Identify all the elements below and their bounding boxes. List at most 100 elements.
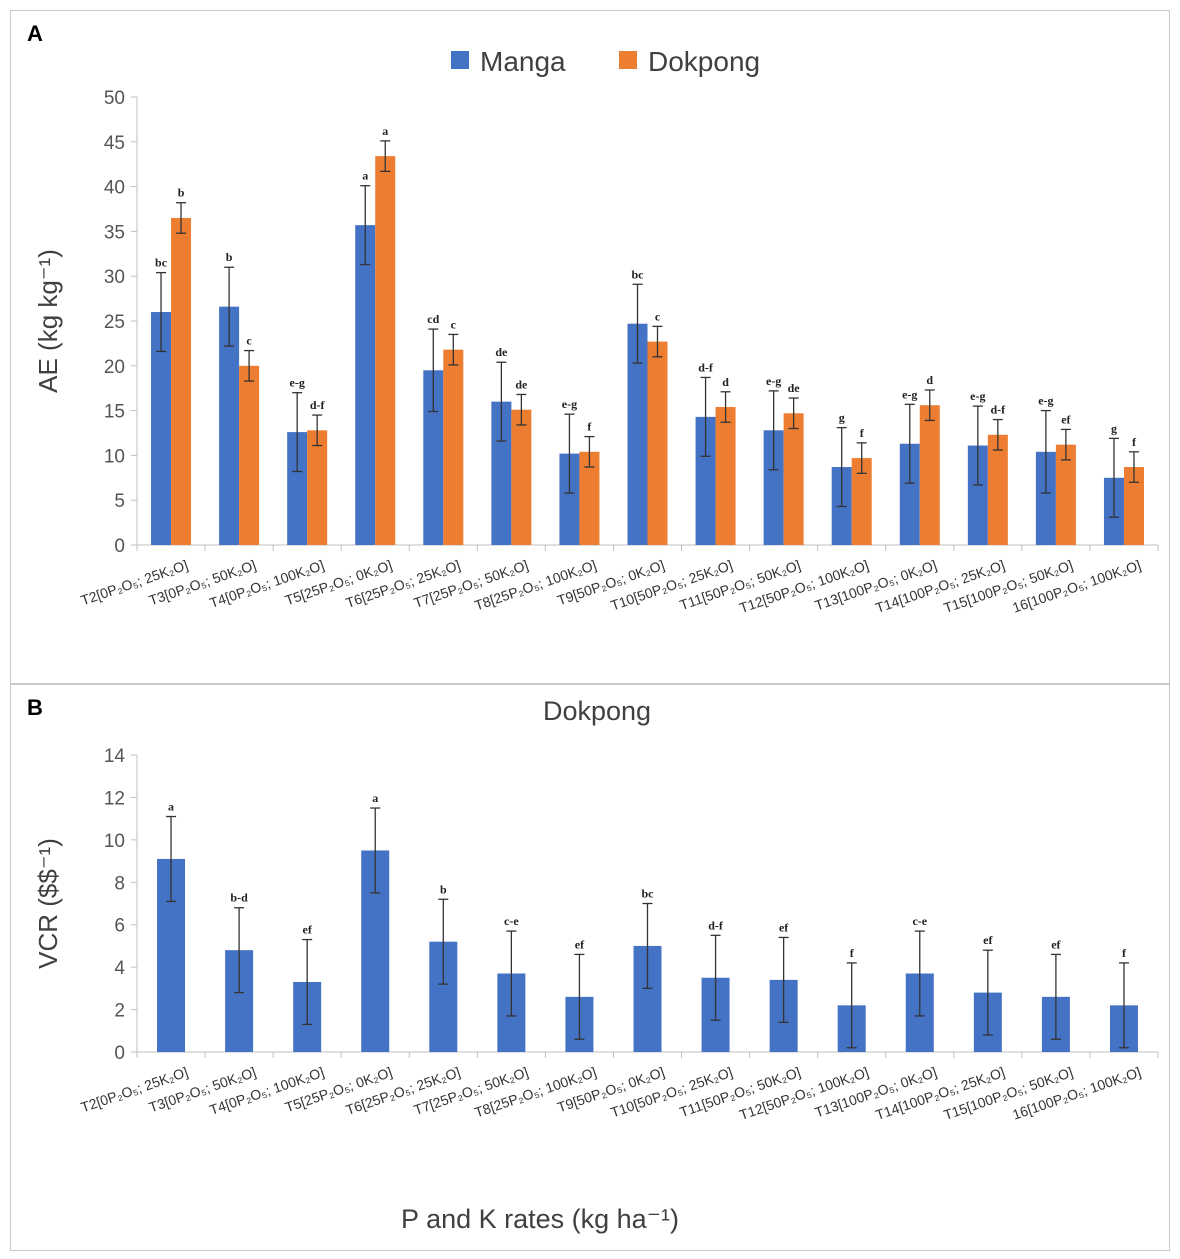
significance-label: e-g — [562, 397, 577, 411]
y-axis-label: VCR ($$⁻¹) — [33, 838, 63, 969]
bar-dokpong — [851, 458, 872, 545]
significance-label: c — [451, 317, 457, 331]
significance-label: b — [440, 882, 447, 896]
significance-label: a — [372, 791, 378, 805]
bar-dokpong — [511, 409, 532, 545]
bar-manga — [695, 416, 716, 545]
significance-label: b — [178, 186, 185, 200]
bar-dokpong — [1055, 444, 1076, 545]
panel-b-label: B — [27, 695, 43, 720]
significance-label: a — [382, 124, 388, 138]
bar-dokpong — [375, 156, 396, 546]
bar-manga — [899, 443, 920, 545]
panel-a-label: A — [27, 21, 43, 46]
legend-swatch-manga — [451, 51, 469, 69]
bar-dokpong — [443, 349, 464, 545]
significance-label: de — [515, 377, 528, 391]
bar-manga — [967, 445, 988, 545]
bar-manga — [355, 225, 376, 546]
bar-manga — [491, 401, 512, 545]
significance-label: ef — [303, 923, 313, 937]
bar-dokpong — [239, 365, 260, 545]
bar-dokpong — [579, 451, 600, 545]
x-axis-label: P and K rates (kg ha⁻¹) — [401, 1204, 679, 1234]
significance-label: a — [168, 800, 174, 814]
legend-label-manga: Manga — [480, 46, 566, 77]
y-tick-label: 0 — [114, 536, 125, 557]
significance-label: f — [1132, 435, 1137, 449]
y-tick-label: 45 — [104, 133, 125, 154]
bar-manga — [151, 312, 172, 545]
significance-label: c — [655, 309, 661, 323]
y-tick-label: 6 — [114, 916, 125, 937]
y-tick-label: 30 — [104, 267, 125, 288]
y-tick-label: 4 — [114, 958, 125, 979]
bar-manga — [287, 432, 308, 545]
y-tick-label: 50 — [104, 88, 125, 109]
y-tick-label: 14 — [104, 746, 126, 767]
bar-dokpong — [1123, 467, 1144, 545]
y-tick-label: 12 — [104, 788, 125, 809]
significance-label: e-g — [290, 376, 305, 390]
bar-dokpong — [307, 430, 328, 545]
significance-label: g — [1111, 421, 1117, 435]
y-tick-label: 10 — [104, 831, 125, 852]
bar-dokpong — [919, 405, 940, 545]
significance-label: de — [495, 345, 508, 359]
significance-label: d — [926, 373, 933, 387]
y-tick-label: 2 — [114, 1001, 125, 1022]
bar-dokpong — [715, 407, 736, 545]
bar-manga — [763, 430, 784, 545]
significance-label: f — [587, 420, 592, 434]
significance-label: ef — [779, 920, 789, 934]
y-tick-label: 0 — [114, 1043, 125, 1064]
y-tick-label: 10 — [104, 446, 125, 467]
significance-label: g — [839, 411, 845, 425]
significance-label: e-g — [766, 374, 781, 388]
bar-manga — [219, 306, 240, 545]
y-axis-label: AE (kg kg⁻¹) — [33, 249, 63, 393]
significance-label: cd — [427, 312, 439, 326]
significance-label: f — [1122, 946, 1127, 960]
bar-manga — [1035, 451, 1056, 545]
significance-label: ef — [1051, 937, 1061, 951]
chart-title: Dokpong — [543, 696, 651, 726]
significance-label: c-e — [504, 914, 519, 928]
significance-label: e-g — [1038, 394, 1053, 408]
significance-label: ef — [983, 933, 993, 947]
significance-label: c — [246, 334, 252, 348]
significance-label: bc — [155, 256, 168, 270]
y-tick-label: 5 — [114, 491, 125, 512]
y-tick-label: 35 — [104, 222, 125, 243]
bar-dokpong — [171, 217, 192, 545]
significance-label: bc — [642, 887, 655, 901]
bar-dokpong — [783, 413, 804, 545]
significance-label: e-g — [902, 387, 917, 401]
significance-label: de — [788, 381, 801, 395]
significance-label: b-d — [230, 891, 248, 905]
bar-manga — [423, 370, 444, 545]
bar-manga — [627, 323, 648, 545]
significance-label: ef — [1061, 412, 1071, 426]
y-tick-label: 20 — [104, 357, 125, 378]
significance-label: d — [722, 375, 729, 389]
panel-b: B — [10, 684, 1170, 1251]
y-tick-label: 25 — [104, 312, 125, 333]
y-tick-label: 40 — [104, 178, 125, 199]
panel-a: A — [10, 10, 1170, 684]
significance-label: ef — [575, 937, 585, 951]
significance-label: c-e — [912, 914, 927, 928]
bar-dokpong — [987, 434, 1008, 545]
significance-label: f — [850, 946, 855, 960]
significance-label: d-f — [310, 398, 326, 412]
significance-label: bc — [632, 267, 645, 281]
bar-manga — [559, 453, 580, 545]
significance-label: a — [362, 169, 368, 183]
legend-swatch-dokpong — [619, 51, 637, 69]
significance-label: b — [226, 250, 233, 264]
bar-dokpong — [647, 341, 668, 545]
y-tick-label: 8 — [114, 873, 125, 894]
significance-label: d-f — [698, 360, 714, 374]
y-tick-label: 15 — [104, 402, 125, 423]
